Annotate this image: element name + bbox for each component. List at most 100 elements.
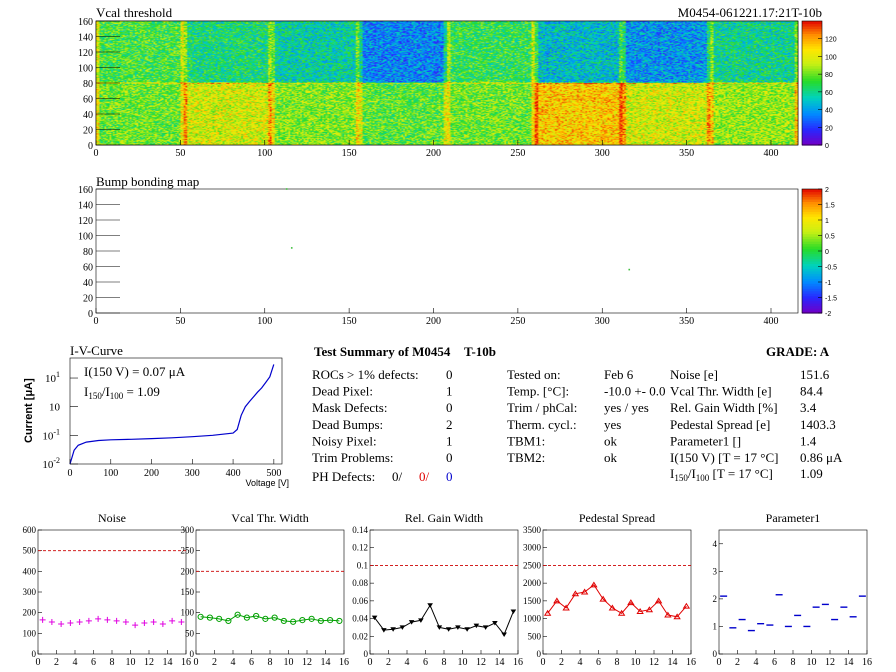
colorbar-tick-label: 2 xyxy=(825,187,829,194)
roc-point xyxy=(590,581,598,588)
roc-point xyxy=(654,597,663,604)
roc-point xyxy=(473,623,480,629)
roc-point xyxy=(510,609,517,614)
roc-y-tick-label: 3000 xyxy=(523,543,542,553)
map-y-tick-label: 100 xyxy=(78,64,93,75)
iv-x-tick-label: 300 xyxy=(185,468,200,479)
colorbar-segment xyxy=(802,258,822,262)
colorbar-segment xyxy=(802,241,822,245)
map-y-tick-label: 40 xyxy=(83,110,93,121)
summary-middle-value: -10.0 +- 0.0 xyxy=(604,384,666,399)
roc-y-tick-label: 250 xyxy=(181,546,195,556)
colorbar-segment xyxy=(802,251,822,255)
bump-map-title: Bump bonding map xyxy=(96,174,199,189)
map-x-tick-label: 150 xyxy=(342,148,357,159)
colorbar-segment xyxy=(802,288,822,292)
summary-right-value: 1.4 xyxy=(800,433,817,448)
bump-colorbar: -2 -1.5 -1 -0.5 0 0.5 1 1.5 2 xyxy=(801,187,837,318)
ph-defects-value-0: 0/ xyxy=(392,469,403,484)
iv-x-tick-label: 500 xyxy=(266,468,281,479)
colorbar-segment xyxy=(802,97,822,101)
bump-map-frame xyxy=(95,188,799,314)
vcal-map-title: Vcal threshold xyxy=(96,5,173,20)
colorbar-segment xyxy=(802,206,822,210)
roc-y-tick-label: 1 xyxy=(713,621,718,631)
roc-x-tick-label: 4 xyxy=(578,657,583,668)
colorbar-segment xyxy=(802,226,822,230)
map-y-tick-label: 60 xyxy=(83,95,93,106)
roc-point xyxy=(543,609,552,616)
roc-y-tick-label: 150 xyxy=(181,587,195,597)
colorbar-segment xyxy=(802,50,822,54)
roc-point xyxy=(381,628,387,633)
colorbar-segment xyxy=(802,135,822,139)
colorbar-segment xyxy=(802,100,822,104)
colorbar-segment xyxy=(802,83,822,87)
roc-x-tick-label: 10 xyxy=(284,657,294,668)
roc-point xyxy=(132,622,139,629)
roc-point xyxy=(327,617,334,624)
roc-x-tick-label: 0 xyxy=(541,657,546,668)
colorbar-segment xyxy=(802,80,822,84)
colorbar-segment xyxy=(802,216,822,220)
iv-title: I-V-Curve xyxy=(70,343,123,358)
roc-y-tick-label: 100 xyxy=(23,628,37,638)
iv-y-tick-label: 10-1 xyxy=(42,427,60,442)
roc-point xyxy=(682,602,691,609)
roc-point xyxy=(150,618,157,625)
map-y-tick-label: 120 xyxy=(78,216,93,227)
map-y-tick-label: 80 xyxy=(83,247,93,258)
colorbar-tick-label: -2 xyxy=(825,311,831,318)
colorbar-segment xyxy=(802,268,822,272)
summary-right-label: Vcal Thr. Width [e] xyxy=(670,384,772,399)
colorbar-segment xyxy=(802,30,822,34)
colorbar-segment xyxy=(802,78,822,82)
roc-chart-frame xyxy=(369,529,519,655)
roc-point xyxy=(308,615,315,622)
colorbar-segment xyxy=(802,189,822,193)
roc-point xyxy=(399,625,406,630)
roc-chart-2: Rel. Gain Width 0 2 4 6 8 10 12 14 16 0 0.02 0.04 0.0… xyxy=(352,511,523,668)
colorbar-segment xyxy=(802,275,822,279)
iv-y-tick-label: 10-2 xyxy=(42,456,60,471)
roc-chart-title: Vcal Thr. Width xyxy=(231,511,308,525)
roc-point xyxy=(76,618,83,625)
roc-point xyxy=(104,616,111,623)
roc-point xyxy=(197,613,204,620)
ph-defects-label: PH Defects: xyxy=(312,469,375,484)
roc-point xyxy=(206,614,213,621)
summary-right-label: Noise [e] xyxy=(670,367,718,382)
colorbar-segment xyxy=(802,130,822,134)
roc-chart-frame xyxy=(195,529,345,655)
roc-y-tick-label: 50 xyxy=(185,628,195,638)
colorbar-segment xyxy=(802,87,822,92)
bump-defect-point xyxy=(290,247,293,249)
ph-defects-value-2: 0 xyxy=(446,469,453,484)
summary-right-label: Pedestal Spread [e] xyxy=(670,417,770,432)
colorbar-segment xyxy=(802,300,822,304)
summary-middle-label: Therm. cycl.: xyxy=(507,417,577,432)
colorbar-segment xyxy=(802,117,822,121)
colorbar-segment xyxy=(802,85,822,89)
roc-point xyxy=(664,611,672,618)
colorbar-segment xyxy=(802,283,822,287)
summary-middle-label: Trim / phCal: xyxy=(507,400,577,415)
colorbar-tick-label: 40 xyxy=(825,108,833,115)
colorbar-segment xyxy=(802,125,822,129)
summary-left-value: 1 xyxy=(446,433,453,448)
iv-x-tick-label: 200 xyxy=(144,468,159,479)
summary-middle-value: Feb 6 xyxy=(604,367,634,382)
roc-point xyxy=(169,617,176,624)
summary-ratio-label: I150/I100 [T = 17 °C] xyxy=(670,466,773,483)
roc-point xyxy=(159,621,166,628)
roc-y-tick-label: 3 xyxy=(713,566,718,576)
colorbar-segment xyxy=(802,211,822,215)
colorbar-segment xyxy=(802,263,822,267)
bump-bonding-map: 0 50 100 150 200 250 300 350 4000204060801001201… xyxy=(78,185,799,327)
map-y-tick-label: 100 xyxy=(78,232,93,243)
map-y-tick-label: 120 xyxy=(78,48,93,59)
roc-y-tick-label: 200 xyxy=(181,566,195,576)
colorbar-segment xyxy=(802,303,822,307)
roc-x-tick-label: 0 xyxy=(368,657,373,668)
